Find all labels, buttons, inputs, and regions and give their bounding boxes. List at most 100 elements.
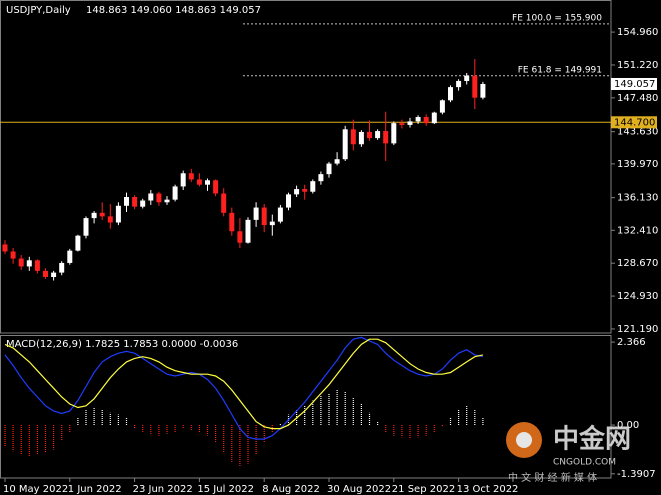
candle-body [383,131,389,144]
candle-body [431,112,437,124]
candle-body [99,212,105,217]
candle-body [237,231,243,243]
y-tick-label: 121.190 [617,324,658,335]
ohlc-readout: 148.863 149.060 148.863 149.057 [86,5,261,16]
candle-body [205,180,210,185]
candle-body [472,75,478,98]
candle-body [261,207,267,226]
candle-body [10,251,16,259]
candle-body [91,212,97,219]
level-tag [611,116,657,129]
candle-body [115,205,121,223]
candle-body [156,193,162,203]
candle-body [415,117,421,122]
candle-body [26,260,32,267]
y-tick-label: 147.480 [617,93,658,104]
candle-body [277,207,283,222]
candle-body [294,189,300,195]
candle-body [196,179,202,185]
watermark-slogan: 中 文 财 经 新 媒 体 [508,471,597,484]
candle-body [367,131,372,139]
candle-body [132,197,138,207]
x-tick-label: 15 Jul 2022 [197,484,254,495]
macd-line [4,338,484,430]
candle-body [375,131,381,139]
candle-body [456,80,462,88]
candle-body [334,159,340,164]
y-tick-label: 136.130 [617,193,658,204]
fib-label: FE 100.0 = 155.900 [512,13,602,23]
y-tick-label: -1.3907 [617,469,656,480]
candle-body [480,83,486,98]
logo-inner [516,432,532,448]
price-label: 149.057 [614,79,655,90]
x-tick-label: 13 Oct 2022 [457,484,519,495]
candle-body [2,244,8,252]
x-tick-label: 8 Aug 2022 [262,484,320,495]
candle-body [43,270,48,278]
candle-body [423,117,429,124]
candle-body [448,87,453,101]
watermark-brand: 中金网 [553,424,631,455]
candle-body [221,193,227,213]
y-tick-label: 0.00 [617,420,639,431]
candle-body [253,207,259,220]
candle-body [439,100,445,113]
price-tag [611,77,657,90]
level-label: 144.700 [614,117,655,128]
candle-body [342,129,348,160]
x-tick-label: 23 Jun 2022 [133,484,193,495]
candle-body [310,181,316,192]
candle-body [107,216,113,223]
candle-body [391,123,397,144]
y-tick-label: 139.970 [617,159,658,170]
candle-body [180,173,186,187]
y-tick-label: 124.930 [617,291,658,302]
y-tick-label: 132.410 [617,225,658,236]
x-tick-label: 30 Aug 2022 [327,484,391,495]
macd-line [4,336,484,440]
x-tick-label: 10 May 2022 [3,484,68,495]
candle-body [245,219,251,243]
candle-body [18,258,24,267]
candle-body [399,123,405,125]
watermark: 中金网 CNGOLD.COM 中 文 财 经 新 媒 体 [506,422,631,484]
y-tick-label: 128.670 [617,258,658,269]
candle-body [164,199,170,203]
main-panel-frame [0,0,612,334]
y-tick-label: 2.366 [617,337,646,348]
candle-body [59,262,65,273]
candle-body [148,193,154,201]
y-tick-label: 154.960 [617,27,658,38]
y-tick-label: 143.630 [617,127,658,138]
fib-label: FE 61.8 = 149.991 [518,65,602,75]
chart-title: USDJPY,Daily [6,5,71,16]
macd-title: MACD(12,26,9) 1.7825 1.7853 0.0000 -0.00… [6,339,238,350]
candle-body [213,180,219,194]
candle-body [67,250,73,263]
candle-body [34,260,40,271]
x-tick-label: 21 Sep 2022 [392,484,455,495]
candle-body [75,235,81,251]
candle-body [350,129,356,145]
x-tick-label: 1 Jun 2022 [68,484,122,495]
candle-body [269,221,275,226]
candle-body [229,212,235,232]
candle-body [302,189,308,192]
candle-body [286,194,291,208]
candle-body [124,197,129,206]
candle-body [358,131,364,145]
y-tick-label: 151.220 [617,60,658,71]
candle-body [326,163,332,175]
candle-body [83,218,89,236]
candle-body [140,200,146,207]
candle-body [407,121,413,125]
candle-body [51,272,57,278]
watermark-site: CNGOLD.COM [553,458,616,468]
candle-body [188,173,194,180]
candle-body [464,75,470,81]
candle-body [172,186,178,200]
candle-body [318,174,324,182]
